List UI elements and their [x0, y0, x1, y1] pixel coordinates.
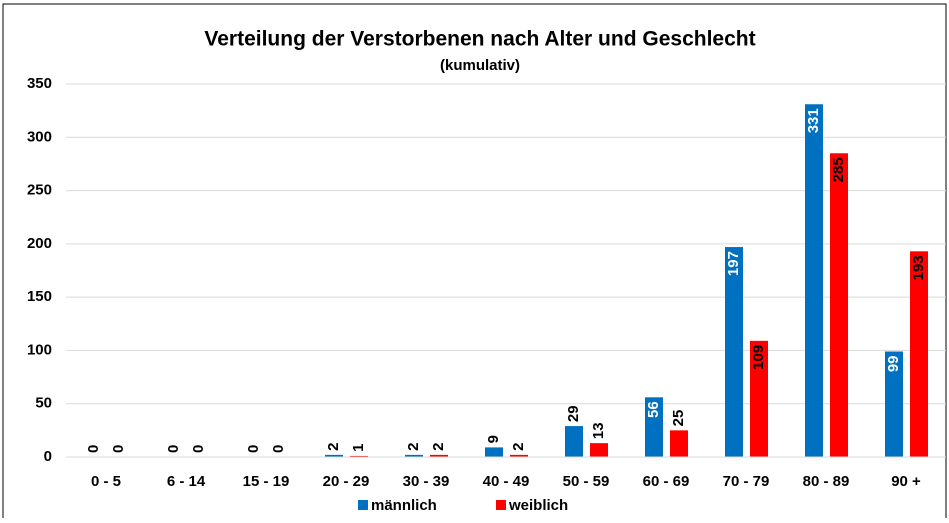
bar	[910, 251, 928, 457]
x-tick-label: 50 - 59	[563, 473, 610, 490]
legend-label: weiblich	[508, 497, 568, 514]
bar	[805, 104, 823, 458]
data-label: 2	[430, 443, 447, 451]
data-label: 0	[245, 445, 262, 453]
data-label: 56	[645, 401, 662, 418]
data-label: 2	[510, 443, 527, 451]
bar	[350, 455, 368, 457]
data-label: 1	[350, 444, 367, 452]
bar	[750, 340, 768, 457]
bar	[430, 454, 448, 457]
bar	[725, 247, 743, 457]
bar	[885, 351, 903, 457]
x-tick-label: 90 +	[891, 473, 921, 490]
data-label: 25	[670, 410, 687, 427]
x-tick-label: 6 - 14	[167, 473, 206, 490]
y-tick-label: 300	[27, 128, 52, 145]
x-tick-label: 40 - 49	[483, 473, 530, 490]
data-label: 109	[750, 345, 767, 370]
bar	[670, 430, 688, 457]
bar	[405, 454, 423, 457]
bar	[485, 447, 503, 457]
y-tick-label: 100	[27, 341, 52, 358]
y-tick-label: 350	[27, 75, 52, 92]
x-tick-label: 0 - 5	[91, 473, 121, 490]
data-label: 99	[885, 355, 902, 372]
bar	[510, 454, 528, 457]
data-label: 29	[565, 405, 582, 422]
data-label: 0	[165, 445, 182, 453]
x-tick-label: 30 - 39	[403, 473, 450, 490]
bar	[325, 454, 343, 457]
data-label: 9	[485, 435, 502, 443]
data-label: 0	[85, 445, 102, 453]
x-tick-label: 70 - 79	[723, 473, 770, 490]
x-tick-label: 60 - 69	[643, 473, 690, 490]
data-label: 2	[325, 443, 342, 451]
x-tick-label: 20 - 29	[323, 473, 370, 490]
y-tick-label: 250	[27, 182, 52, 199]
bar	[565, 426, 583, 457]
bar	[645, 397, 663, 457]
data-label: 0	[190, 445, 207, 453]
chart-subtitle: (kumulativ)	[440, 57, 520, 74]
data-label: 2	[405, 443, 422, 451]
data-label: 0	[110, 445, 127, 453]
data-label: 0	[270, 445, 287, 453]
chart-border	[2, 3, 947, 523]
x-tick-label: 80 - 89	[803, 473, 850, 490]
y-tick-label: 150	[27, 288, 52, 305]
data-label: 193	[910, 255, 927, 280]
data-label: 285	[830, 157, 847, 182]
data-label: 13	[590, 422, 607, 439]
data-label: 197	[725, 251, 742, 276]
legend-swatch	[496, 500, 506, 510]
y-tick-label: 200	[27, 235, 52, 252]
bar	[590, 443, 608, 457]
legend-swatch	[358, 500, 368, 510]
bar	[830, 153, 848, 457]
chart-title: Verteilung der Verstorbenen nach Alter u…	[204, 28, 755, 51]
y-tick-label: 0	[44, 448, 52, 465]
legend-label: männlich	[371, 497, 437, 514]
data-label: 331	[805, 108, 822, 133]
y-tick-label: 50	[35, 395, 52, 412]
x-tick-label: 15 - 19	[243, 473, 290, 490]
